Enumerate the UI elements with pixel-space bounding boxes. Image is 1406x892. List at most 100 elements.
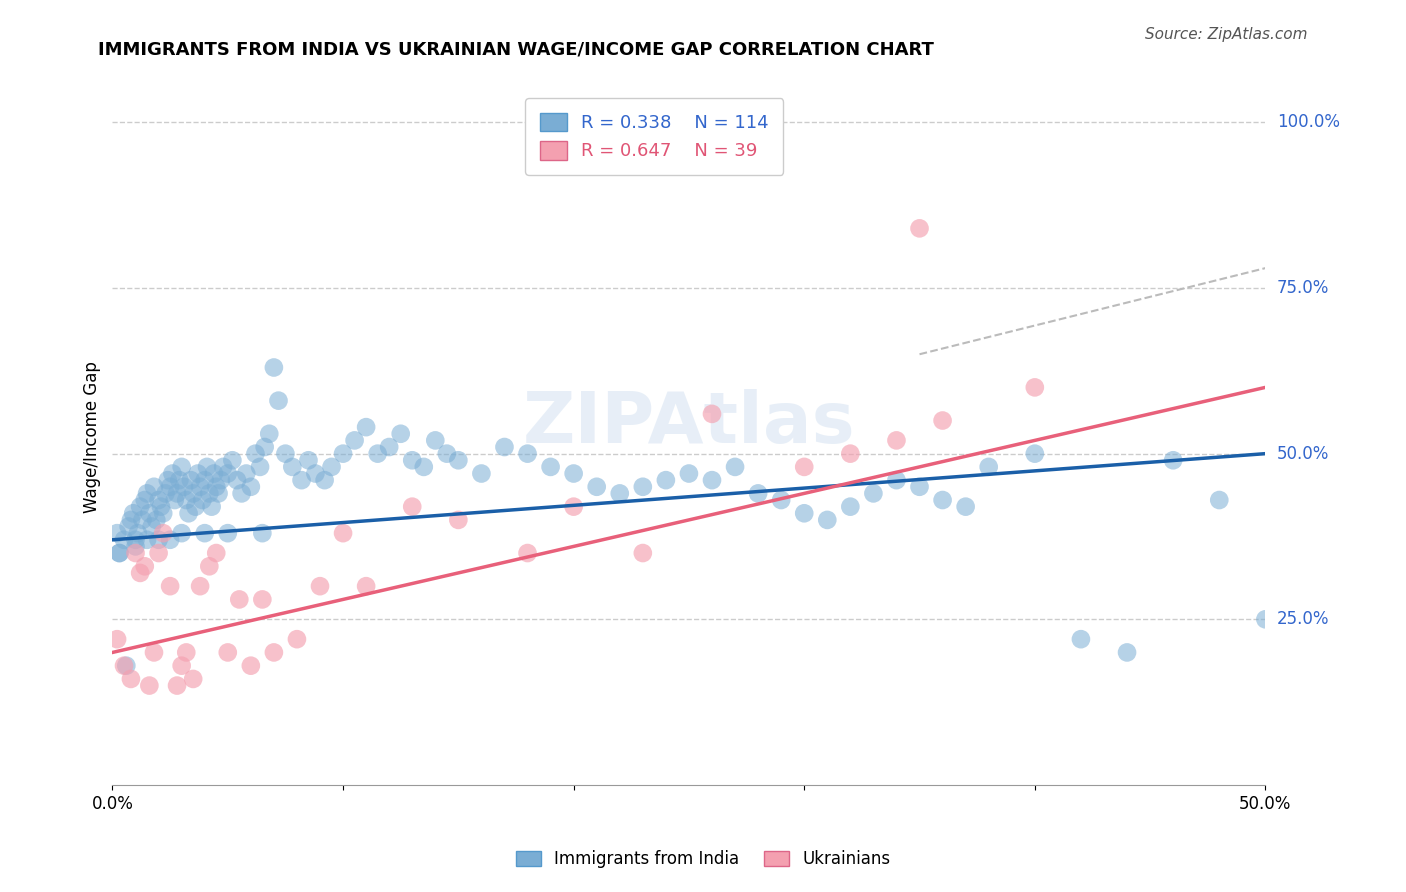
- Point: [655, 473, 678, 487]
- Point: [163, 493, 186, 508]
- Point: [148, 493, 170, 508]
- Point: [253, 440, 276, 454]
- Point: [212, 459, 235, 474]
- Point: [562, 500, 585, 514]
- Point: [141, 519, 163, 533]
- Text: 50.0%: 50.0%: [1277, 444, 1329, 463]
- Point: [747, 486, 769, 500]
- Point: [143, 645, 166, 659]
- Point: [166, 486, 188, 500]
- Point: [148, 546, 170, 560]
- Point: [143, 480, 166, 494]
- Point: [401, 453, 423, 467]
- Y-axis label: Wage/Income Gap: Wage/Income Gap: [83, 361, 101, 513]
- Point: [267, 393, 290, 408]
- Point: [1116, 645, 1139, 659]
- Point: [170, 658, 193, 673]
- Point: [609, 486, 631, 500]
- Point: [198, 486, 221, 500]
- Point: [343, 434, 366, 448]
- Point: [1208, 493, 1230, 508]
- Text: 25.0%: 25.0%: [1277, 610, 1330, 628]
- Point: [631, 546, 654, 560]
- Point: [148, 533, 170, 547]
- Point: [367, 447, 389, 461]
- Point: [194, 526, 217, 541]
- Point: [332, 447, 354, 461]
- Point: [770, 493, 793, 508]
- Point: [207, 486, 229, 500]
- Point: [631, 480, 654, 494]
- Point: [436, 447, 458, 461]
- Point: [181, 486, 204, 500]
- Point: [263, 645, 285, 659]
- Point: [156, 473, 179, 487]
- Point: [170, 459, 193, 474]
- Point: [1254, 612, 1277, 626]
- Point: [202, 467, 225, 481]
- Point: [108, 546, 131, 560]
- Point: [152, 506, 174, 520]
- Point: [470, 467, 492, 481]
- Point: [105, 526, 128, 541]
- Point: [309, 579, 332, 593]
- Point: [138, 506, 160, 520]
- Point: [134, 559, 156, 574]
- Point: [217, 645, 239, 659]
- Point: [138, 679, 160, 693]
- Point: [117, 519, 139, 533]
- Legend: R = 0.338    N = 114, R = 0.647    N = 39: R = 0.338 N = 114, R = 0.647 N = 39: [526, 98, 783, 175]
- Point: [245, 447, 267, 461]
- Point: [931, 413, 953, 427]
- Point: [152, 526, 174, 541]
- Point: [177, 506, 200, 520]
- Point: [134, 493, 156, 508]
- Point: [401, 500, 423, 514]
- Point: [447, 453, 470, 467]
- Point: [217, 526, 239, 541]
- Point: [354, 579, 377, 593]
- Point: [332, 526, 354, 541]
- Point: [136, 486, 159, 500]
- Point: [839, 447, 862, 461]
- Point: [239, 658, 262, 673]
- Point: [297, 453, 319, 467]
- Point: [108, 546, 131, 560]
- Point: [115, 658, 138, 673]
- Point: [1070, 632, 1092, 647]
- Point: [314, 473, 336, 487]
- Point: [173, 480, 195, 494]
- Text: 75.0%: 75.0%: [1277, 279, 1329, 297]
- Point: [170, 526, 193, 541]
- Point: [120, 672, 142, 686]
- Point: [205, 480, 228, 494]
- Point: [516, 546, 538, 560]
- Point: [145, 513, 167, 527]
- Point: [1024, 380, 1046, 394]
- Point: [700, 407, 723, 421]
- Point: [249, 459, 271, 474]
- Point: [724, 459, 747, 474]
- Point: [235, 467, 257, 481]
- Point: [516, 447, 538, 461]
- Point: [908, 480, 931, 494]
- Point: [112, 533, 135, 547]
- Point: [252, 592, 274, 607]
- Point: [815, 513, 838, 527]
- Point: [127, 526, 149, 541]
- Point: [700, 473, 723, 487]
- Point: [181, 672, 204, 686]
- Point: [562, 467, 585, 481]
- Point: [793, 459, 815, 474]
- Point: [259, 426, 281, 441]
- Point: [494, 440, 516, 454]
- Text: Source: ZipAtlas.com: Source: ZipAtlas.com: [1144, 27, 1308, 42]
- Point: [447, 513, 470, 527]
- Point: [129, 566, 152, 580]
- Point: [184, 500, 207, 514]
- Text: ZIPAtlas: ZIPAtlas: [523, 389, 855, 458]
- Point: [166, 679, 188, 693]
- Point: [159, 480, 181, 494]
- Point: [188, 579, 211, 593]
- Point: [793, 506, 815, 520]
